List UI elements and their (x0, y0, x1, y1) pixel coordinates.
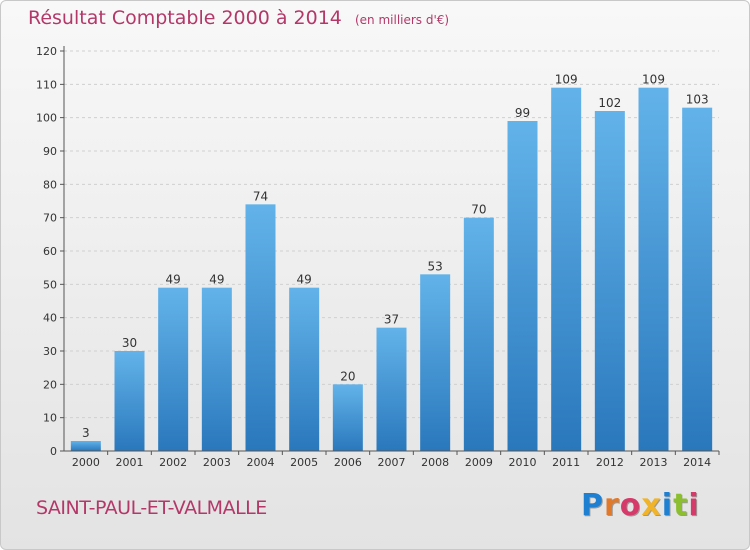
logo-letter: i (688, 488, 700, 523)
y-tick-label: 20 (43, 378, 57, 391)
x-tick-label: 2007 (378, 456, 406, 469)
bar (594, 111, 625, 451)
y-tick-label: 60 (43, 245, 57, 258)
commune-name: SAINT-PAUL-ET-VALMALLE (36, 497, 267, 519)
y-tick-label: 10 (43, 412, 57, 425)
bar (638, 87, 669, 452)
bar (289, 287, 320, 451)
bar-value-label: 109 (642, 73, 665, 87)
x-tick-label: 2014 (683, 456, 711, 469)
x-tick-label: 2005 (290, 456, 318, 469)
bars (70, 87, 713, 452)
x-tick-label: 2006 (334, 456, 362, 469)
bar-value-label: 3 (82, 426, 90, 440)
logo-letter: r (604, 488, 620, 523)
bar (245, 204, 276, 451)
labels: 0 10 20 30 40 50 60 70 80 90 100 110 120 3 2000 30 2001 4… (36, 45, 711, 469)
bar-value-label: 70 (471, 203, 486, 217)
x-tick-label: 2000 (72, 456, 100, 469)
bar (201, 287, 232, 451)
bar-value-label: 109 (555, 73, 578, 87)
y-tick-label: 100 (36, 112, 57, 125)
bar (420, 274, 451, 451)
bar (376, 327, 407, 451)
y-tick-label: 110 (36, 78, 57, 91)
bar-value-label: 20 (340, 369, 355, 383)
logo-letter: i (661, 488, 674, 523)
x-tick-label: 2008 (421, 456, 449, 469)
bar-value-label: 49 (297, 273, 312, 287)
bar (463, 217, 494, 451)
y-tick-label: 90 (43, 145, 57, 158)
x-tick-label: 2009 (465, 456, 493, 469)
bar (70, 441, 101, 451)
bar (332, 384, 363, 451)
x-tick-label: 2012 (596, 456, 624, 469)
bar (158, 287, 189, 451)
x-tick-label: 2004 (247, 456, 275, 469)
bar (551, 87, 582, 452)
proxiti-logo[interactable]: Proxiti (581, 488, 700, 523)
logo-letter: P (581, 488, 604, 523)
y-tick-label: 40 (43, 312, 57, 325)
bar-value-label: 49 (166, 273, 181, 287)
y-tick-label: 120 (36, 45, 57, 58)
logo-letter: o (619, 488, 642, 523)
y-tick-label: 50 (43, 278, 57, 291)
bar-value-label: 99 (515, 106, 530, 120)
x-tick-label: 2002 (159, 456, 187, 469)
chart-title: Résultat Comptable 2000 à 2014 (28, 7, 342, 29)
chart-unit: (en milliers d'€) (354, 13, 450, 27)
bar-value-label: 49 (209, 273, 224, 287)
y-tick-label: 30 (43, 345, 57, 358)
x-tick-label: 2011 (552, 456, 580, 469)
bar-value-label: 103 (686, 93, 709, 107)
y-tick-label: 0 (50, 445, 57, 458)
bar (682, 107, 713, 452)
bar-value-label: 102 (598, 96, 621, 110)
bar (114, 351, 145, 451)
bar-value-label: 53 (428, 259, 443, 273)
bar-value-label: 37 (384, 313, 399, 327)
x-tick-label: 2003 (203, 456, 231, 469)
x-tick-label: 2010 (509, 456, 537, 469)
logo-letter: t (673, 488, 689, 523)
bar-value-label: 74 (253, 189, 268, 203)
x-tick-label: 2013 (640, 456, 668, 469)
logo-letter: x (641, 488, 662, 523)
axes (60, 46, 720, 455)
y-tick-label: 70 (43, 212, 57, 225)
x-tick-label: 2001 (116, 456, 144, 469)
y-tick-label: 80 (43, 178, 57, 191)
chart-title-row: Résultat Comptable 2000 à 2014 (en milli… (28, 7, 449, 29)
bar-value-label: 30 (122, 336, 137, 350)
bar (507, 121, 538, 451)
